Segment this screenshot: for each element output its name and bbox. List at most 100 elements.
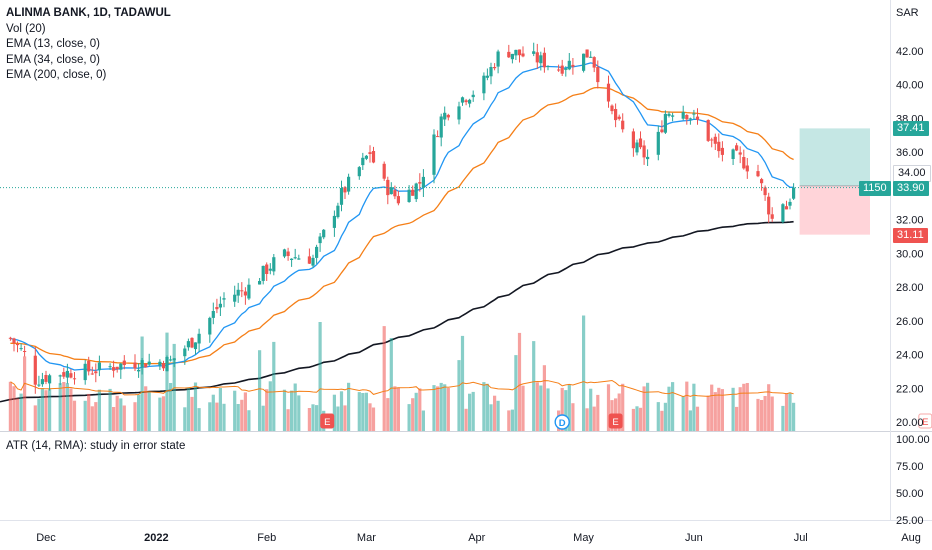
- volume-bar: [183, 407, 187, 431]
- candle-body: [671, 115, 675, 117]
- volume-bar: [19, 393, 23, 431]
- volume-bar: [233, 390, 237, 431]
- volume-bar: [571, 403, 575, 431]
- volume-bar: [215, 402, 219, 431]
- volume-bar: [646, 382, 650, 431]
- candle: [710, 137, 714, 148]
- candle: [638, 131, 643, 150]
- volume-bar: [236, 404, 240, 431]
- candle: [94, 363, 98, 383]
- candle: [69, 369, 73, 379]
- candle: [268, 263, 272, 275]
- candle-body: [706, 120, 710, 141]
- candle-body: [112, 367, 116, 371]
- volume-bar: [336, 406, 340, 431]
- candle: [37, 375, 41, 387]
- volume-bar: [58, 383, 62, 431]
- position-tool: [799, 128, 870, 235]
- candle-body: [571, 64, 575, 67]
- candle: [681, 105, 685, 121]
- candle: [389, 182, 393, 195]
- candle-body: [265, 264, 269, 274]
- candle: [197, 328, 201, 352]
- candle-body: [535, 52, 539, 63]
- legend-ema-34[interactable]: EMA (34, close, 0): [6, 53, 100, 66]
- volume-bar: [589, 388, 593, 431]
- candle-body: [58, 375, 62, 377]
- candle-body: [617, 116, 621, 119]
- volume-bar: [87, 393, 91, 431]
- candle: [418, 173, 422, 192]
- candle-body: [681, 112, 685, 119]
- candle: [717, 133, 721, 158]
- volume-bar: [767, 384, 771, 431]
- candle: [521, 46, 525, 58]
- candle: [218, 296, 222, 316]
- candle: [457, 101, 461, 125]
- volume-bar: [108, 388, 112, 431]
- volume-bar: [457, 360, 461, 431]
- time-axis: Dec 2022 Feb Mar Apr May Jun Jul Aug: [36, 532, 921, 544]
- legend-ema-13[interactable]: EMA (13, close, 0): [6, 38, 100, 50]
- dividend-marker[interactable]: D: [554, 414, 570, 430]
- volume-bar: [418, 388, 422, 431]
- candle-body: [186, 341, 190, 348]
- candle-body: [357, 167, 361, 177]
- stop-zone[interactable]: [799, 185, 870, 235]
- candle: [393, 185, 397, 200]
- volume-bar: [432, 385, 436, 431]
- candle-body: [90, 373, 94, 375]
- ema-34-line: [10, 86, 794, 365]
- legend-volume[interactable]: Vol (20): [6, 22, 46, 35]
- candle-body: [407, 189, 411, 202]
- price-tick-label: 22.00: [896, 383, 924, 395]
- candle: [635, 139, 639, 156]
- candle-body: [735, 145, 739, 151]
- volume-bar: [695, 406, 700, 431]
- candle-body: [688, 118, 692, 120]
- volume-bar: [582, 315, 586, 431]
- volume-bar: [261, 405, 265, 431]
- candle: [15, 341, 20, 353]
- candle: [642, 140, 646, 165]
- candle: [596, 60, 600, 89]
- candle: [496, 49, 500, 74]
- candle: [215, 298, 219, 314]
- volume-bar: [311, 404, 315, 431]
- atr-legend[interactable]: ATR (14, RMA): study in error state: [6, 440, 186, 452]
- candle: [685, 114, 689, 125]
- candle-body: [218, 303, 222, 308]
- volume-bar: [12, 386, 16, 431]
- candle: [169, 355, 173, 362]
- volume-bar: [197, 408, 201, 431]
- candle: [172, 358, 176, 368]
- candle-body: [158, 361, 162, 366]
- volume-bar: [122, 405, 126, 431]
- candle-body: [193, 342, 198, 350]
- target-zone[interactable]: [799, 128, 870, 186]
- candle: [731, 148, 735, 165]
- earnings-marker[interactable]: E: [608, 413, 623, 429]
- candle: [119, 362, 123, 379]
- volume-bar: [656, 402, 660, 431]
- legend-ema-200[interactable]: EMA (200, close, 0): [6, 69, 107, 81]
- candle-body: [382, 163, 386, 179]
- candle-body: [464, 100, 468, 103]
- candle: [140, 358, 144, 375]
- candle-body: [738, 152, 742, 155]
- volume-bar: [208, 402, 212, 431]
- symbol-title[interactable]: ALINMA BANK, 1D, TADAWUL: [6, 7, 171, 19]
- ema-200-history: [0, 398, 11, 403]
- candle: [19, 343, 23, 351]
- candle-body: [215, 307, 219, 310]
- candle: [514, 49, 518, 60]
- volume-bar: [539, 385, 543, 431]
- volume-bar: [514, 355, 518, 431]
- candle-body: [788, 201, 792, 206]
- earnings-marker[interactable]: E: [320, 413, 335, 429]
- earnings-marker[interactable]: E: [918, 413, 932, 429]
- candle: [311, 254, 315, 268]
- candle: [631, 128, 635, 157]
- candle-body: [596, 67, 600, 83]
